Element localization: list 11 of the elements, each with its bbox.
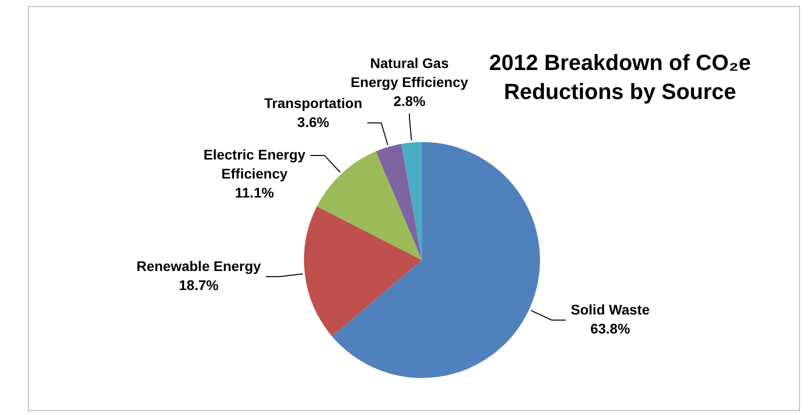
slice-label: Electric Energy Efficiency (204, 146, 306, 182)
data-label: 11.1% (235, 184, 274, 200)
data-label: 2.8% (393, 92, 426, 109)
data-label: 18.7% (178, 276, 220, 293)
slice-label: Solid Waste (570, 301, 650, 318)
slice-label: Natural Gas Energy Efficiency (350, 54, 468, 90)
data-label: 63.8% (590, 320, 631, 336)
slice-label: Transportation (264, 94, 362, 111)
slice-label: Renewable Energy (136, 258, 262, 274)
chart-title: 2012 Breakdown of CO₂e Reductions by Source (488, 49, 752, 106)
data-label: 3.6% (297, 114, 330, 130)
